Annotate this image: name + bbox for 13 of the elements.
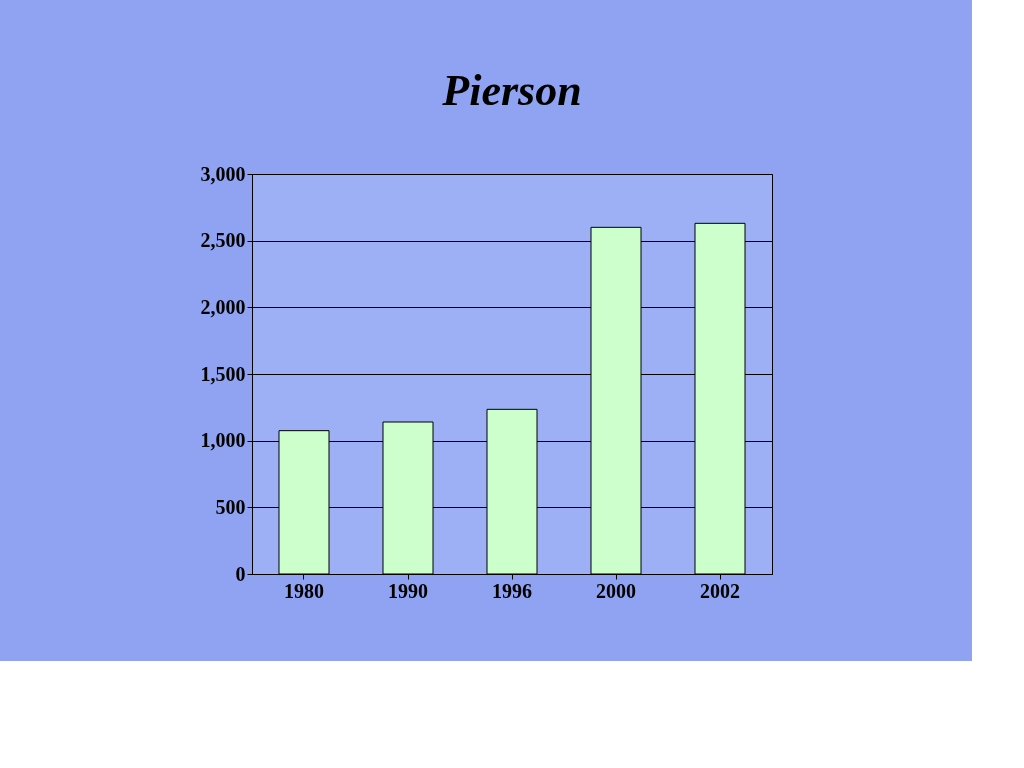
x-tick-label: 1980	[284, 579, 324, 602]
chart-title: Pierson	[441, 66, 582, 115]
x-tick-label: 2000	[596, 579, 636, 602]
y-tick-label: 2,000	[200, 295, 246, 318]
y-tick-label: 1,000	[200, 429, 246, 452]
x-tick-label: 1996	[492, 579, 532, 602]
y-tick-label: 3,000	[200, 162, 246, 185]
y-tick-label: 1,500	[200, 362, 246, 385]
y-tick-label: 500	[215, 495, 246, 518]
y-tick-label: 2,500	[200, 229, 246, 252]
x-tick-label: 2002	[700, 579, 740, 602]
y-tick-label: 0	[235, 562, 246, 585]
x-tick-label: 1990	[388, 579, 428, 602]
